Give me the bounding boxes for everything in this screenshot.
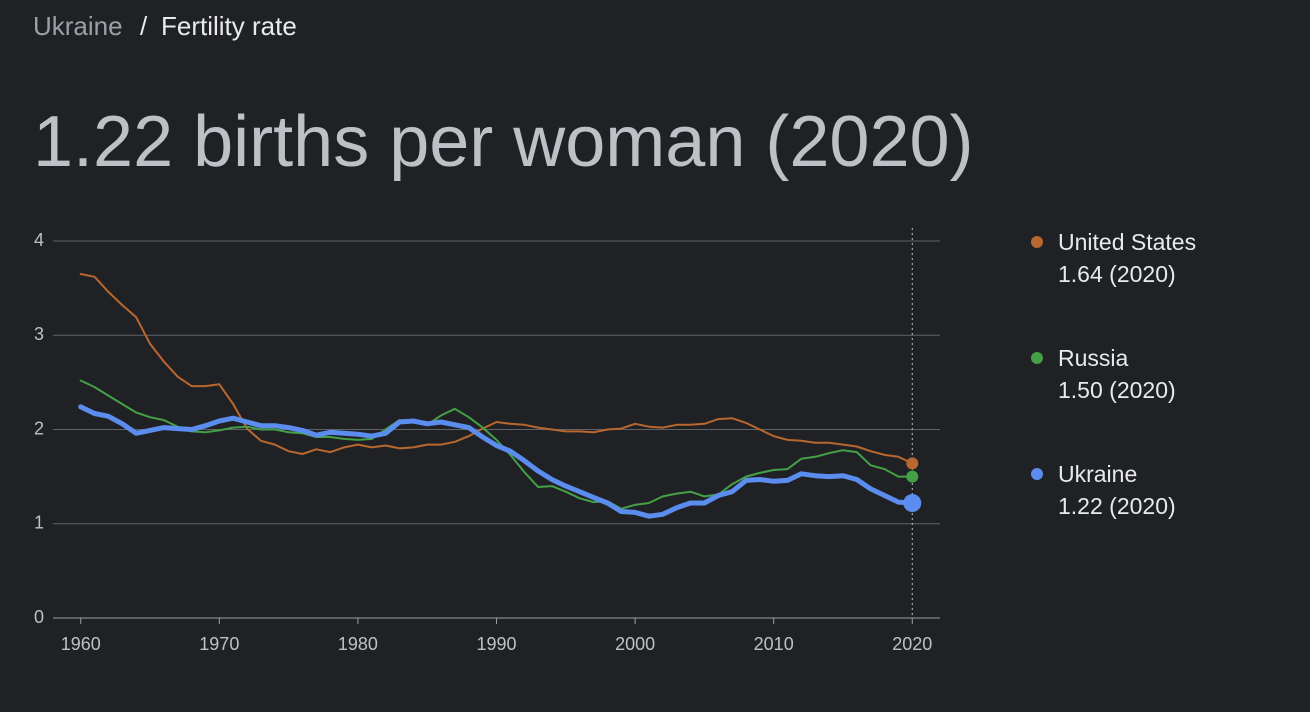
legend-swatch bbox=[1031, 352, 1043, 364]
end-point bbox=[903, 494, 922, 513]
legend-name: Russia bbox=[1058, 345, 1129, 371]
y-tick-label: 3 bbox=[34, 324, 44, 344]
x-tick-label: 2010 bbox=[754, 634, 794, 654]
x-tick-label: 1960 bbox=[61, 634, 101, 654]
x-tick-label: 1980 bbox=[338, 634, 378, 654]
legend-name: United States bbox=[1058, 229, 1196, 255]
y-tick-label: 0 bbox=[34, 607, 44, 627]
breadcrumb-current: Fertility rate bbox=[161, 11, 297, 41]
legend-swatch bbox=[1031, 236, 1043, 248]
chart-title: 1.22 births per woman (2020) bbox=[33, 102, 974, 182]
series-line bbox=[78, 404, 915, 519]
legend-value: 1.22 (2020) bbox=[1058, 493, 1176, 519]
legend-swatch bbox=[1031, 468, 1043, 480]
x-tick-label: 2000 bbox=[615, 634, 655, 654]
y-tick-label: 4 bbox=[34, 230, 44, 250]
legend-value: 1.50 (2020) bbox=[1058, 377, 1176, 403]
breadcrumb-link[interactable]: Ukraine bbox=[33, 11, 123, 41]
end-point bbox=[906, 457, 919, 470]
legend-name: Ukraine bbox=[1058, 461, 1137, 487]
x-tick-label: 2020 bbox=[892, 634, 932, 654]
series-line bbox=[79, 379, 914, 510]
x-tick-label: 1990 bbox=[476, 634, 516, 654]
breadcrumb-separator: / bbox=[140, 11, 148, 41]
legend-value: 1.64 (2020) bbox=[1058, 261, 1176, 287]
x-tick-label: 1970 bbox=[199, 634, 239, 654]
end-point bbox=[906, 470, 919, 483]
series-line bbox=[79, 273, 914, 465]
y-tick-label: 1 bbox=[34, 513, 44, 533]
y-tick-label: 2 bbox=[34, 418, 44, 438]
